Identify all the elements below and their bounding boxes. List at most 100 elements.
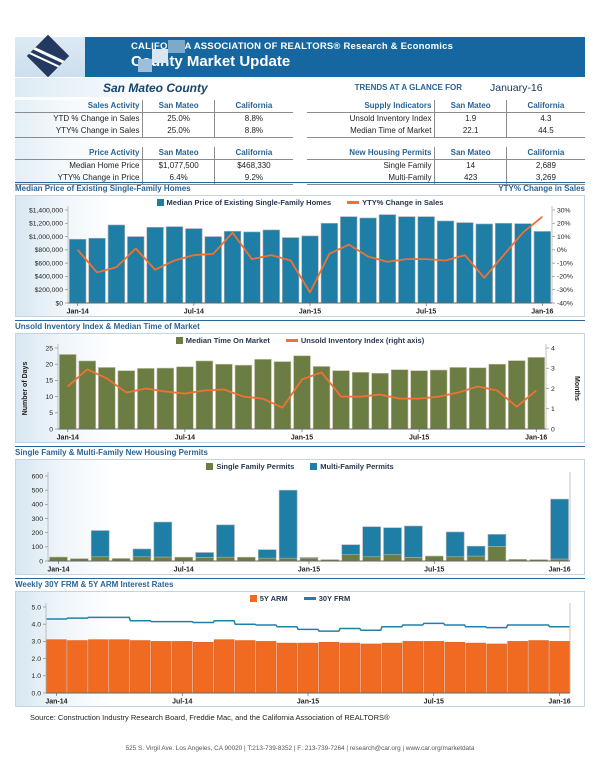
table-header-cell: California	[506, 147, 585, 160]
svg-text:20: 20	[45, 362, 53, 369]
svg-text:-20%: -20%	[557, 274, 573, 281]
inventory-chart-svg: 0 5 10 15 20 25 0 1 2 3 4 Number of Days Months Jan-1…	[22, 344, 580, 442]
svg-text:0%: 0%	[557, 247, 567, 254]
svg-text:Jan-15: Jan-15	[291, 435, 313, 442]
inventory-chart-box: 0 5 10 15 20 25 0 1 2 3 4 Number of Days Months Jan-1…	[15, 333, 585, 443]
rates-chart-box: 0.0 1.0 2.0 3.0 4.0 5.0 Jan-14 Jul-14 Jan-15 Jul-…	[15, 591, 585, 707]
table-cell: 22.1	[434, 125, 507, 138]
section-title: Weekly 30Y FRM & 5Y ARM Interest Rates	[15, 580, 174, 589]
svg-text:Jan-16: Jan-16	[548, 699, 570, 706]
section-title: Single Family & Multi-Family New Housing…	[15, 448, 208, 457]
table-cell: Multi-Family	[307, 172, 436, 185]
car-logo	[15, 34, 85, 78]
table-cell: 3,269	[506, 172, 585, 185]
report-header: CALIFORNIA ASSOCIATION OF REALTORS® Rese…	[15, 34, 585, 78]
table-row: Unsold Inventory Index 1.9 4.3	[307, 112, 585, 125]
table-header-cell: California	[214, 147, 293, 160]
svg-text:0: 0	[551, 426, 555, 433]
svg-text:10: 10	[45, 394, 53, 401]
svg-text:5.0: 5.0	[32, 604, 42, 611]
svg-text:400: 400	[32, 502, 44, 509]
table-row: YTY% Change in Sales 25.0% 8.8%	[15, 125, 293, 138]
table-header-cell: California	[506, 100, 585, 113]
svg-text:4: 4	[551, 345, 555, 352]
section-title-right: YTY% Change in Sales	[498, 184, 585, 193]
sales-activity-table: Sales Activity San Mateo California YTD % C…	[15, 100, 293, 138]
table-header-cell: Supply Indicators	[307, 100, 436, 113]
svg-text:10%: 10%	[557, 234, 571, 241]
svg-text:Number of Days: Number of Days	[22, 362, 29, 416]
svg-text:15: 15	[45, 378, 53, 385]
table-cell: 8.8%	[214, 125, 293, 138]
table-cell: $468,330	[237, 161, 271, 170]
table-cell: YTY% Change in Price	[15, 172, 144, 185]
subheader-row: San Mateo County TRENDS AT A GLANCE FOR …	[15, 78, 585, 97]
table-header-cell: San Mateo	[434, 100, 507, 113]
table-cell: Single Family	[307, 159, 436, 172]
svg-text:Jul-15: Jul-15	[424, 699, 444, 706]
svg-text:5: 5	[49, 410, 53, 417]
table-cell: 9.2%	[214, 172, 293, 185]
median-price-chart-svg: $0 $200,000 $400,000 $600,000 $800,000 $1,000…	[29, 206, 573, 316]
svg-text:$1,000,000: $1,000,000	[29, 234, 63, 241]
svg-text:2.0: 2.0	[32, 656, 42, 663]
title-band: CALIFORNIA ASSOCIATION OF REALTORS® Rese…	[85, 37, 585, 77]
permits-chart-box: 0 100 200 300 400 500 600 Jan-14 Jul-14 Jan-15 Jul…	[15, 459, 585, 575]
svg-text:600: 600	[32, 473, 44, 480]
svg-text:Jul-14: Jul-14	[174, 567, 194, 574]
svg-text:0: 0	[49, 426, 53, 433]
table-row: YTD % Change in Sales 25.0% 8.8%	[15, 112, 293, 125]
table-cell: YTY% Change in Sales	[15, 125, 144, 138]
svg-text:3: 3	[551, 366, 555, 373]
svg-text:Jan-15: Jan-15	[297, 699, 319, 706]
svg-text:1: 1	[551, 406, 555, 413]
step-decoration	[168, 40, 185, 53]
table-row: Multi-Family 423 3,269	[307, 172, 585, 185]
table-header-cell: Sales Activity	[15, 100, 144, 113]
table-cell: $1,077,500	[142, 159, 215, 172]
table-header-cell: San Mateo	[142, 147, 215, 160]
address-line: 525 S. Virgil Ave. Los Angeles, CA 90020…	[125, 745, 475, 752]
step-decoration	[138, 59, 152, 72]
county-name: San Mateo County	[103, 80, 208, 95]
table-cell: 2,689	[535, 161, 556, 170]
svg-text:0.0: 0.0	[32, 690, 42, 697]
svg-text:$800,000: $800,000	[35, 247, 64, 254]
new-housing-permits-table: New Housing Permits San Mateo California Si…	[307, 147, 585, 185]
supply-indicators-table: Supply Indicators San Mateo California Unso…	[307, 100, 585, 138]
svg-text:Jan-16: Jan-16	[525, 435, 547, 442]
svg-text:Jan-14: Jan-14	[47, 567, 69, 574]
svg-text:$400,000: $400,000	[35, 274, 64, 281]
source-note: Source: Construction Industry Research B…	[30, 713, 390, 722]
price-activity-table: Price Activity San Mateo California Median …	[15, 147, 293, 185]
svg-text:$1,200,000: $1,200,000	[29, 221, 63, 228]
table-cell: 423	[434, 172, 507, 185]
rates-chart-svg: 0.0 1.0 2.0 3.0 4.0 5.0 Jan-14 Jul-14 Jan-15 Jul-…	[32, 603, 571, 706]
svg-text:25: 25	[45, 345, 53, 352]
svg-text:0: 0	[39, 558, 43, 565]
svg-text:Months: Months	[573, 376, 580, 401]
section-median-price: Median Price of Existing Single-Family H…	[15, 182, 585, 317]
table-row: Median Time of Market 22.1 44.5	[307, 125, 585, 138]
table-header-cell: Price Activity	[15, 147, 144, 160]
table-cell: 44.5	[506, 125, 585, 138]
svg-text:-10%: -10%	[557, 260, 573, 267]
table-cell: YTD % Change in Sales	[15, 112, 144, 125]
svg-text:Jan-15: Jan-15	[299, 309, 321, 316]
svg-text:$1,400,000: $1,400,000	[29, 207, 63, 214]
svg-text:Jan-14: Jan-14	[67, 309, 89, 316]
section-title: Median Price of Existing Single-Family H…	[15, 184, 191, 193]
table-header-cell: New Housing Permits	[307, 147, 436, 160]
svg-text:500: 500	[32, 487, 44, 494]
svg-text:-30%: -30%	[557, 287, 573, 294]
svg-text:1.0: 1.0	[32, 673, 42, 680]
report-period: January-16	[490, 81, 543, 94]
svg-text:Jan-14: Jan-14	[45, 699, 67, 706]
table-row: Median Home Price $1,077,500 $468,330	[15, 159, 293, 172]
car-logo-diamond-icon	[26, 34, 70, 78]
svg-text:3.0: 3.0	[32, 639, 42, 646]
table-cell: 25.0%	[142, 112, 215, 125]
table-row: YTY% Change in Price 6.4% 9.2%	[15, 172, 293, 185]
permits-chart-svg: 0 100 200 300 400 500 600 Jan-14 Jul-14 Jan-15 Jul…	[32, 472, 571, 574]
